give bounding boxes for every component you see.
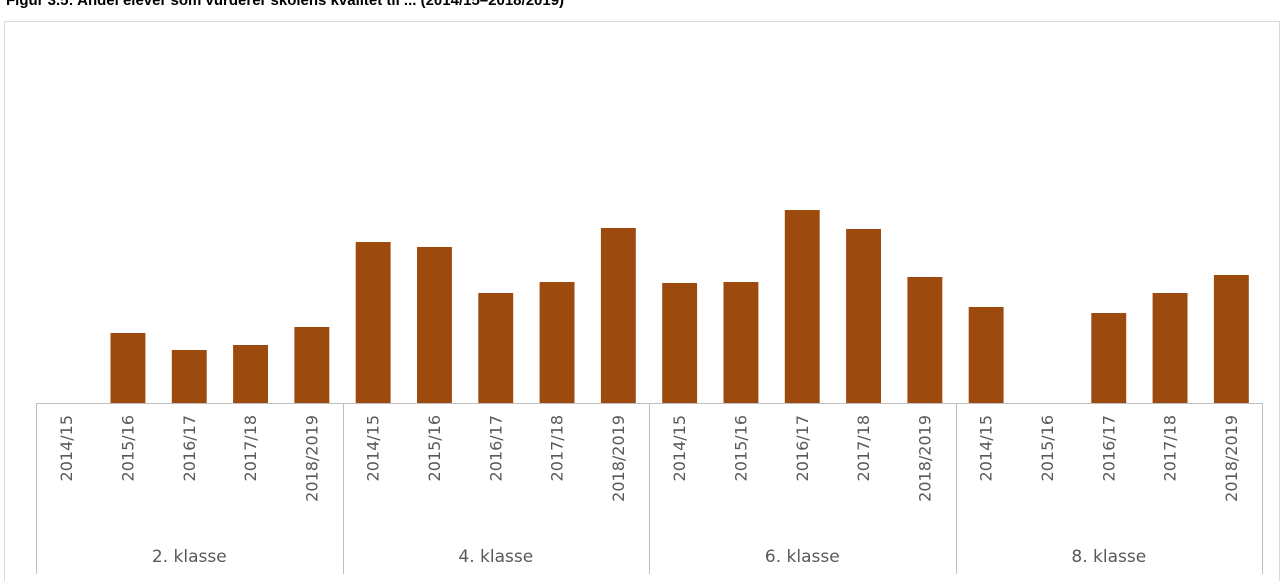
tick-label: 2015/16 [118, 415, 137, 481]
bar [294, 327, 330, 403]
tick-label: 2018/2019 [1222, 415, 1241, 502]
bar [662, 283, 698, 403]
bar [600, 228, 636, 403]
group-labels: 2. klasse 4. klasse 6. klasse 8. klasse [152, 547, 1146, 567]
bar [968, 307, 1004, 403]
bar [478, 293, 514, 403]
tick-label: 2016/17 [1099, 415, 1118, 481]
bar [1213, 275, 1249, 403]
bar [907, 277, 943, 403]
tick-label: 2016/17 [486, 415, 505, 481]
tick-label: 2014/15 [670, 415, 689, 481]
tick-label: 2017/18 [854, 415, 873, 481]
tick-label: 2016/17 [180, 415, 199, 481]
group-label: 6. klasse [765, 547, 840, 567]
tick-label: 2016/17 [793, 415, 812, 481]
bar [1152, 293, 1188, 403]
bar [723, 282, 759, 403]
bar [539, 282, 575, 403]
tick-label: 2017/18 [241, 415, 260, 481]
tick-label: 2015/16 [732, 415, 751, 481]
group-label: 2. klasse [152, 547, 227, 567]
bar [784, 210, 820, 403]
plot-area-border [4, 21, 1280, 581]
tick-label: 2018/2019 [915, 415, 934, 502]
bar [110, 333, 146, 403]
tick-label: 2018/2019 [609, 415, 628, 502]
group-label: 8. klasse [1071, 547, 1146, 567]
bar-series [110, 210, 1249, 403]
bar [846, 229, 881, 403]
tick-label: 2018/2019 [302, 415, 321, 502]
chart-title: Figur 3.5: Andel elever som vurderer sko… [6, 0, 565, 9]
group-label: 4. klasse [458, 547, 533, 567]
tick-label: 2014/15 [977, 415, 996, 481]
bar [171, 350, 207, 403]
tick-label: 2015/16 [425, 415, 444, 481]
tick-label: 2015/16 [1038, 415, 1057, 481]
bar [233, 345, 268, 403]
bar [417, 247, 452, 403]
tick-label: 2014/15 [364, 415, 383, 481]
tick-labels: 2014/15 2015/16 2016/17 2017/18 2018/2019 201… [57, 415, 1241, 502]
category-axis [36, 403, 1263, 574]
tick-label: 2014/15 [57, 415, 76, 481]
bar [355, 242, 391, 403]
bar [1091, 313, 1127, 403]
tick-label: 2017/18 [1161, 415, 1180, 481]
tick-label: 2017/18 [548, 415, 567, 481]
